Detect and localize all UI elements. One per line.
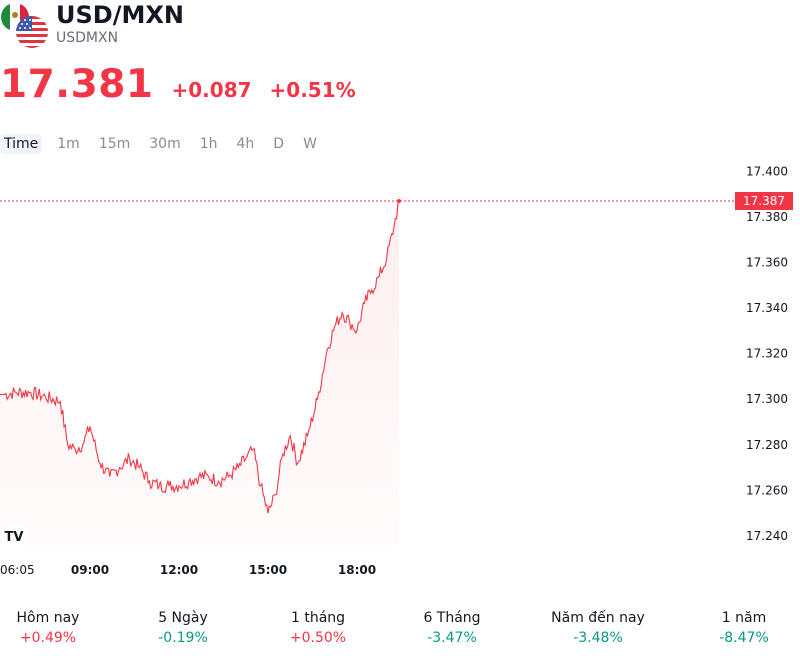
last-price: 17.381 <box>0 62 154 107</box>
period-label: Hôm nay <box>16 610 80 626</box>
period-value: -3.47% <box>427 630 477 646</box>
y-tick-label: 17.380 <box>746 210 788 224</box>
x-tick-label: 15:00 <box>249 563 287 577</box>
x-tick-label: 12:00 <box>160 563 198 577</box>
price-change-percent: +0.51% <box>269 78 356 102</box>
period-ytd[interactable]: Năm đến nay -3.48% <box>543 610 653 646</box>
x-tick-label: 06:05 <box>0 563 35 577</box>
period-label: 1 năm <box>721 610 767 626</box>
price-change: +0.087 <box>171 78 252 102</box>
y-tick-label: 17.280 <box>746 438 788 452</box>
period-value: -8.47% <box>719 630 769 646</box>
y-axis: 17.400 17.380 17.360 17.340 17.320 17.300 17.2… <box>746 164 788 542</box>
last-price-dot <box>397 199 402 204</box>
price-chart[interactable]: 17.400 17.380 17.360 17.340 17.320 17.300 17.2… <box>0 160 800 590</box>
x-tick-label: 18:00 <box>338 563 376 577</box>
period-label: 1 tháng <box>290 610 346 626</box>
period-label: 5 Ngày <box>158 610 208 626</box>
period-value: -0.19% <box>158 630 208 646</box>
x-tick-label: 09:00 <box>71 563 109 577</box>
svg-text:TV: TV <box>5 530 24 545</box>
period-label: Năm đến nay <box>551 610 645 626</box>
performance-periods: Hôm nay +0.49% 5 Ngày -0.19% 1 tháng +0.… <box>0 610 800 654</box>
tab-1m[interactable]: 1m <box>57 136 80 152</box>
tab-15m[interactable]: 15m <box>98 136 131 152</box>
y-tick-label: 17.240 <box>746 529 788 543</box>
period-1-year[interactable]: 1 năm -8.47% <box>704 610 784 646</box>
y-tick-label: 17.320 <box>746 347 788 361</box>
last-price-label-text: 17.387 <box>743 194 785 208</box>
period-value: +0.50% <box>289 630 347 646</box>
last-price-label: 17.387 <box>735 192 793 211</box>
tab-d[interactable]: D <box>273 136 285 152</box>
tradingview-logo-icon[interactable]: TV <box>1 523 27 549</box>
interval-tabs: Time 1m 15m 30m 1h 4h D W <box>0 132 332 156</box>
price-line <box>0 200 400 514</box>
tab-1h[interactable]: 1h <box>199 136 218 152</box>
x-axis: 06:05 09:00 12:00 15:00 18:00 <box>0 563 376 577</box>
period-label: 6 Tháng <box>423 610 481 626</box>
tab-w[interactable]: W <box>303 136 317 152</box>
period-today[interactable]: Hôm nay +0.49% <box>8 610 88 646</box>
tab-time[interactable]: Time <box>0 134 43 154</box>
price-area-fill <box>0 201 399 545</box>
currency-flags-icon <box>1 3 48 48</box>
tab-4h[interactable]: 4h <box>236 136 255 152</box>
page-title: USD/MXN <box>56 1 184 29</box>
period-5-days[interactable]: 5 Ngày -0.19% <box>143 610 223 646</box>
period-value: -3.48% <box>573 630 623 646</box>
y-tick-label: 17.340 <box>746 301 788 315</box>
period-1-month[interactable]: 1 tháng +0.50% <box>278 610 358 646</box>
y-tick-label: 17.360 <box>746 256 788 270</box>
tab-30m[interactable]: 30m <box>149 136 181 152</box>
symbol-code: USDMXN <box>56 30 119 46</box>
period-value: +0.49% <box>19 630 77 646</box>
y-tick-label: 17.400 <box>746 164 788 178</box>
symbol-header: USD/MXN USDMXN <box>0 0 800 60</box>
y-tick-label: 17.300 <box>746 392 788 406</box>
y-tick-label: 17.260 <box>746 483 788 497</box>
price-row: 17.381 +0.087 +0.51% <box>0 62 356 112</box>
period-6-months[interactable]: 6 Tháng -3.47% <box>412 610 492 646</box>
